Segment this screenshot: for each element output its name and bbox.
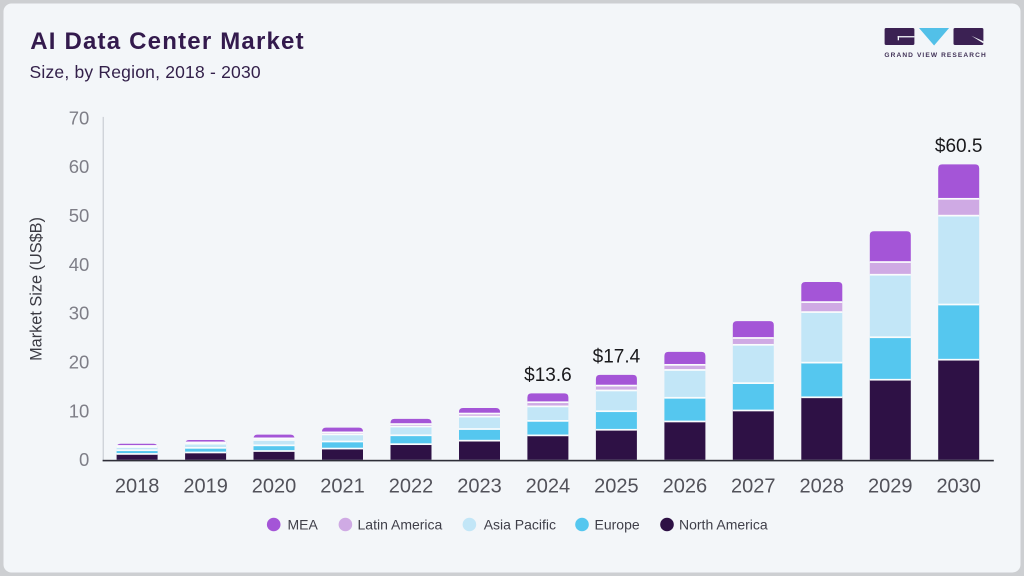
svg-text:Asia Pacific: Asia Pacific [484, 517, 556, 533]
svg-text:30: 30 [69, 303, 90, 324]
svg-text:2026: 2026 [663, 476, 708, 498]
svg-text:Europe: Europe [595, 517, 640, 533]
svg-text:2019: 2019 [183, 476, 228, 498]
svg-text:Market Size (US$B): Market Size (US$B) [28, 217, 46, 361]
svg-text:GRAND VIEW RESEARCH: GRAND VIEW RESEARCH [884, 52, 986, 59]
svg-text:2018: 2018 [115, 476, 160, 498]
svg-text:AI Data Center Market: AI Data Center Market [30, 28, 305, 55]
svg-text:MEA: MEA [288, 517, 319, 533]
svg-text:$13.6: $13.6 [524, 365, 572, 386]
svg-text:40: 40 [69, 254, 90, 275]
svg-text:2021: 2021 [320, 476, 365, 498]
svg-text:60: 60 [69, 156, 90, 177]
svg-text:2024: 2024 [526, 476, 571, 498]
svg-text:2030: 2030 [936, 476, 981, 498]
svg-text:2029: 2029 [868, 476, 913, 498]
svg-text:2022: 2022 [389, 476, 434, 498]
svg-text:70: 70 [69, 107, 90, 128]
svg-text:2028: 2028 [800, 476, 845, 498]
svg-text:Size, by Region, 2018 - 2030: Size, by Region, 2018 - 2030 [30, 62, 261, 82]
svg-text:North America: North America [679, 517, 768, 533]
svg-text:Latin America: Latin America [358, 517, 443, 533]
svg-text:$60.5: $60.5 [935, 136, 983, 157]
svg-text:2020: 2020 [252, 476, 297, 498]
svg-text:20: 20 [69, 352, 90, 373]
svg-text:0: 0 [79, 449, 89, 470]
svg-text:2023: 2023 [457, 476, 502, 498]
svg-text:10: 10 [69, 400, 90, 421]
svg-text:50: 50 [69, 205, 90, 226]
svg-text:2025: 2025 [594, 476, 639, 498]
svg-text:2027: 2027 [731, 476, 776, 498]
svg-text:$17.4: $17.4 [593, 347, 641, 368]
